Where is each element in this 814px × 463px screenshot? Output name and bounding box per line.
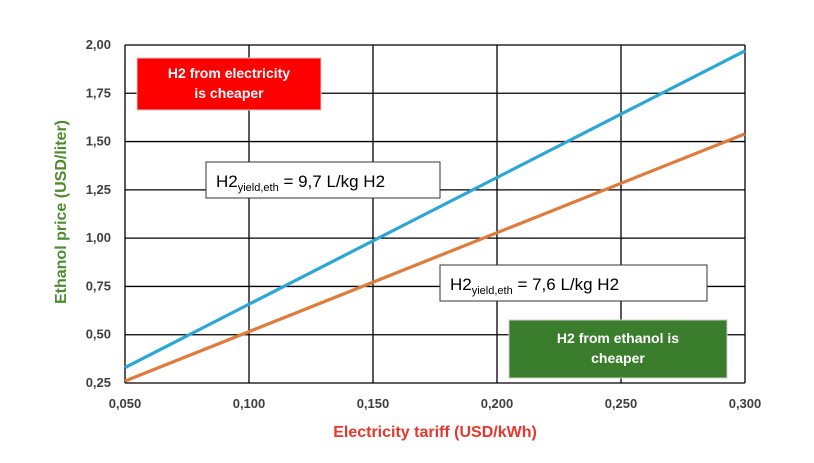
x-tick-label: 0,150: [357, 396, 390, 411]
y-tick-label: 2,00: [86, 37, 111, 52]
y-tick-label: 1,75: [86, 85, 111, 100]
y-tick-label: 0,75: [86, 278, 111, 293]
y-tick-label: 1,00: [86, 230, 111, 245]
region-ethanol-line1: H2 from ethanol is: [557, 330, 679, 346]
annotation-blue: H2yield,eth = 9,7 L/kg H2: [205, 161, 441, 199]
y-tick-label: 0,50: [86, 327, 111, 342]
y-tick-label: 1,25: [86, 182, 111, 197]
x-tick-label: 0,100: [233, 396, 266, 411]
region-ethanol-cheaper: H2 from ethanol is cheaper: [508, 319, 728, 379]
series-line-orange: [124, 132, 746, 383]
series-line-blue: [124, 49, 746, 369]
y-axis-title: Ethanol price (USD/liter): [53, 120, 70, 304]
annotation-blue-box: [205, 161, 441, 199]
x-tick-label: 0,050: [109, 396, 142, 411]
series-lines: [124, 49, 746, 383]
region-electricity-cheaper: H2 from electricity is cheaper: [136, 57, 322, 111]
x-tick-label: 0,250: [605, 396, 638, 411]
region-ethanol-line2: cheaper: [591, 350, 645, 366]
annotation-blue-text: H2yield,eth = 9,7 L/kg H2: [216, 172, 385, 194]
x-axis-title: Electricity tariff (USD/kWh): [333, 424, 537, 441]
y-tick-label: 1,50: [86, 134, 111, 149]
x-tick-label: 0,200: [481, 396, 514, 411]
region-electricity-line2: is cheaper: [194, 85, 264, 101]
region-electricity-box: [136, 57, 322, 111]
annotation-orange-text: H2yield,eth = 7,6 L/kg H2: [450, 275, 619, 297]
tick-labels: 0,050 0,100 0,150 0,200 0,250 0,300 0,25 0,50 0,…: [86, 37, 762, 411]
annotation-orange: H2yield,eth = 7,6 L/kg H2: [439, 264, 708, 302]
region-electricity-line1: H2 from electricity: [168, 65, 290, 81]
annotation-orange-box: [439, 264, 708, 302]
y-tick-label: 0,25: [86, 375, 111, 390]
x-tick-label: 0,300: [729, 396, 762, 411]
region-ethanol-box: [508, 319, 728, 379]
